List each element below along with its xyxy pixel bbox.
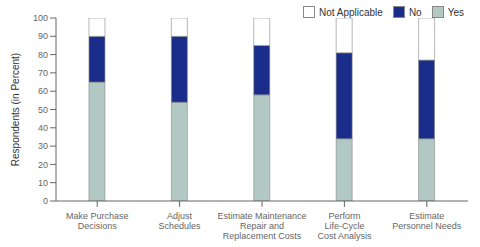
svg-text:40: 40 (38, 123, 48, 133)
svg-text:Respondents (in Percent): Respondents (in Percent) (10, 53, 21, 166)
svg-text:Estimate MaintenanceRepair and: Estimate MaintenanceRepair andReplacemen… (217, 211, 306, 241)
svg-text:30: 30 (38, 141, 48, 151)
svg-text:AdjustSchedules: AdjustSchedules (159, 211, 202, 231)
svg-text:Make PurchaseDecisions: Make PurchaseDecisions (66, 211, 129, 231)
html-text:No: No (408, 6, 422, 18)
html-text:Yes: Yes (447, 6, 464, 18)
svg-text:90: 90 (38, 31, 48, 41)
svg-text:60: 60 (38, 86, 48, 96)
svg-text:10: 10 (38, 178, 48, 188)
svg-text:100: 100 (33, 13, 48, 23)
svg-text:PerformLife-CycleCost Analysis: PerformLife-CycleCost Analysis (317, 211, 372, 241)
svg-text:80: 80 (38, 50, 48, 60)
html-text:Not Applicable: Not Applicable (318, 6, 383, 18)
svg-text:70: 70 (38, 68, 48, 78)
svg-text:0: 0 (43, 196, 48, 206)
svg-text:20: 20 (38, 160, 48, 170)
svg-text:50: 50 (38, 105, 48, 115)
svg-text:EstimatePersonnel Needs: EstimatePersonnel Needs (392, 211, 462, 231)
